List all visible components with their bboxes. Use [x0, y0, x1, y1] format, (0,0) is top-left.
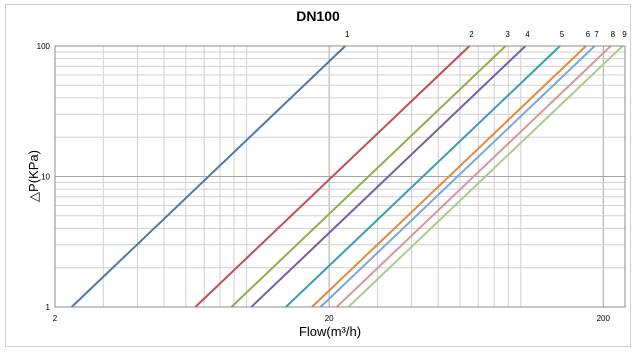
series-label-5: 5	[560, 30, 565, 39]
series-line-3	[230, 45, 507, 308]
series-label-4: 4	[525, 30, 530, 39]
x-axis-label: Flow(m³/h)	[299, 324, 361, 339]
series-label-8: 8	[611, 30, 616, 39]
series-line-8	[335, 45, 612, 308]
y-tick-label: 100	[37, 42, 51, 51]
series-label-7: 7	[594, 30, 599, 39]
y-tick-label: 1	[46, 303, 51, 312]
series-line-7	[319, 45, 596, 308]
series-label-9: 9	[622, 30, 627, 39]
series-line-1	[70, 45, 346, 308]
series-line-6	[311, 45, 587, 308]
chart-title: DN100	[296, 8, 340, 24]
y-axis-label: △P(KPa)	[26, 150, 41, 202]
y-tick-label: 10	[41, 173, 50, 182]
series-lines	[70, 45, 624, 308]
series-label-1: 1	[345, 30, 350, 39]
series-line-4	[250, 45, 527, 308]
x-tick-label: 20	[325, 314, 334, 323]
series-label-6: 6	[586, 30, 591, 39]
chart-frame	[5, 4, 631, 347]
x-tick-label: 2	[53, 314, 58, 323]
tick-labels: 2 20 200 1 10 100	[37, 42, 611, 323]
series-label-3: 3	[505, 30, 510, 39]
series-line-5	[285, 45, 561, 308]
series-label-2: 2	[469, 30, 474, 39]
series-line-2	[194, 45, 471, 308]
series-line-9	[347, 45, 624, 308]
grid	[55, 46, 625, 307]
x-tick-label: 200	[597, 314, 611, 323]
plot-border	[54, 45, 626, 308]
